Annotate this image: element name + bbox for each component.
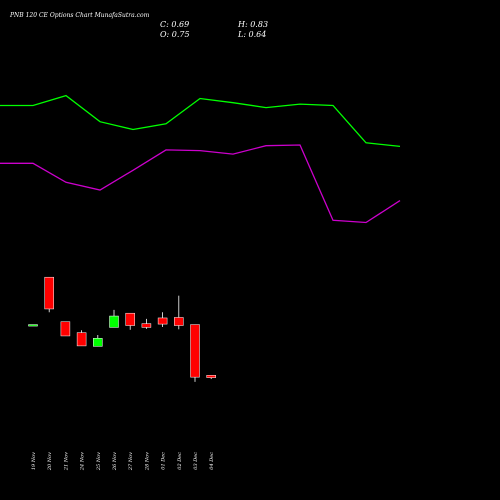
candle-body [60, 321, 71, 337]
lower-band-line [0, 144, 401, 224]
candle-body [190, 324, 200, 378]
upper-band-line [0, 94, 401, 148]
high-value: H: 0.83 [237, 20, 268, 29]
candle-body [174, 317, 184, 326]
close-value: C: 0.69 [160, 20, 189, 29]
date-label: 03 Dec [193, 452, 199, 470]
date-label: 26 Nov [112, 452, 118, 471]
date-label: 19 Nov [31, 452, 37, 470]
candle-body [93, 338, 103, 347]
date-label: 25 Nov [96, 452, 102, 471]
candle-body [157, 317, 168, 325]
date-label: 24 Nov [80, 452, 86, 471]
candle-body [44, 276, 54, 310]
date-labels-group: 19 Nov 20 Nov 21 Nov 24 Nov 25 Nov 26 Nov 27 N… [31, 452, 215, 471]
candle-body [141, 323, 152, 328]
date-label: 02 Dec [177, 452, 183, 470]
low-value: L: 0.64 [237, 30, 266, 39]
chart-title: PNB 120 CE Options Chart MunafaSutra.com [9, 12, 150, 19]
date-label: 28 Nov [144, 452, 150, 471]
open-value: O: 0.75 [160, 30, 190, 39]
candle-body [109, 315, 119, 328]
date-label: 01 Dec [161, 452, 167, 470]
date-label: 21 Nov [63, 452, 69, 471]
candle-body [28, 324, 38, 327]
candle-body [206, 375, 216, 378]
date-label: 27 Nov [128, 452, 134, 471]
date-label: 04 Dec [209, 452, 215, 470]
candle-body [125, 312, 135, 326]
date-label: 20 Nov [47, 452, 53, 471]
candle-body [76, 332, 87, 347]
candles-group [28, 276, 216, 382]
